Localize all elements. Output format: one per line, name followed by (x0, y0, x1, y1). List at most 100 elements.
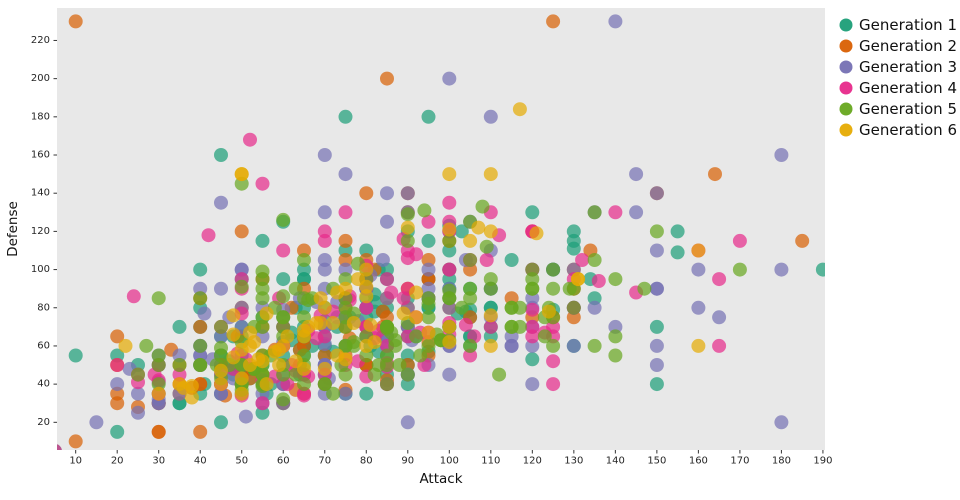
data-point (649, 377, 664, 392)
data-point (483, 319, 498, 334)
x-tick-label: 170 (730, 455, 749, 466)
data-point (442, 300, 457, 315)
data-point (380, 214, 394, 229)
data-point (214, 195, 228, 210)
data-point (214, 377, 228, 392)
data-point (375, 253, 390, 267)
data-point (732, 262, 747, 277)
data-point (276, 310, 291, 325)
data-point (151, 348, 166, 363)
y-tick-label: 120 (31, 226, 50, 237)
data-point (255, 272, 270, 287)
data-point (276, 243, 291, 258)
data-point (110, 424, 125, 439)
x-tick-label: 40 (194, 455, 207, 466)
data-point (442, 222, 457, 237)
data-point (234, 279, 249, 294)
legend-label: Generation 4 (859, 79, 957, 97)
x-tick-label: 130 (564, 455, 583, 466)
legend-label: Generation 2 (859, 37, 957, 55)
x-axis-title: Attack (419, 471, 463, 487)
y-axis-title: Defense (5, 201, 21, 257)
data-point (525, 352, 540, 367)
data-point (184, 390, 199, 405)
data-point (458, 317, 473, 332)
data-point (442, 233, 457, 248)
data-point (317, 329, 332, 344)
data-point (629, 205, 644, 220)
data-point (608, 329, 623, 344)
data-point (670, 245, 685, 260)
data-point (234, 386, 249, 401)
data-point (649, 281, 664, 296)
data-point (255, 405, 270, 420)
data-point (255, 176, 270, 191)
data-point (276, 392, 291, 407)
data-point (471, 220, 486, 235)
data-point (338, 352, 353, 367)
x-tick-label: 50 (235, 455, 248, 466)
data-point (255, 319, 270, 334)
data-point (267, 344, 282, 359)
data-point (131, 386, 145, 401)
data-point (537, 329, 552, 344)
data-point (317, 300, 332, 315)
data-point (566, 300, 581, 315)
data-point (126, 289, 141, 304)
data-point (442, 335, 457, 350)
data-point (338, 109, 353, 124)
y-tick-label: 100 (31, 264, 50, 275)
data-point (363, 317, 378, 332)
data-point (649, 358, 664, 372)
data-point (691, 243, 706, 258)
x-tick-label: 110 (481, 455, 500, 466)
data-point (338, 233, 353, 248)
data-point (492, 367, 507, 382)
data-point (131, 405, 145, 420)
legend-swatch (839, 102, 853, 116)
x-tick-label: 150 (647, 455, 666, 466)
data-point (512, 102, 527, 117)
data-point (413, 348, 428, 363)
data-point (255, 281, 270, 296)
data-point (214, 386, 228, 401)
data-point (193, 262, 208, 277)
data-point (795, 233, 810, 248)
y-tick-label: 180 (31, 111, 50, 122)
data-point (442, 283, 457, 298)
data-point (226, 327, 241, 342)
data-point (708, 167, 722, 182)
data-point (571, 272, 585, 287)
data-point (442, 262, 457, 277)
data-point (359, 338, 374, 353)
data-point (214, 340, 228, 355)
x-tick-label: 90 (401, 455, 414, 466)
data-point (463, 348, 478, 363)
data-point (525, 272, 540, 287)
data-point (172, 377, 187, 392)
data-point (649, 224, 664, 239)
data-point (330, 285, 345, 300)
data-point (421, 262, 436, 277)
legend-label: Generation 3 (859, 58, 957, 76)
data-point (255, 354, 270, 369)
data-point (234, 167, 249, 182)
data-point (380, 272, 394, 287)
data-point (326, 386, 341, 401)
data-point (637, 281, 652, 296)
y-tick-label: 160 (31, 150, 50, 161)
data-point (421, 109, 436, 124)
data-point (326, 316, 341, 330)
data-point (247, 335, 262, 350)
data-point (359, 348, 374, 363)
data-point (541, 304, 556, 319)
data-point (255, 233, 270, 248)
data-point (442, 195, 457, 210)
data-point (608, 205, 623, 220)
data-point (529, 226, 544, 241)
data-point (259, 377, 274, 392)
data-point (317, 253, 332, 267)
data-point (110, 358, 125, 372)
data-point (608, 272, 623, 287)
data-point (691, 338, 706, 353)
